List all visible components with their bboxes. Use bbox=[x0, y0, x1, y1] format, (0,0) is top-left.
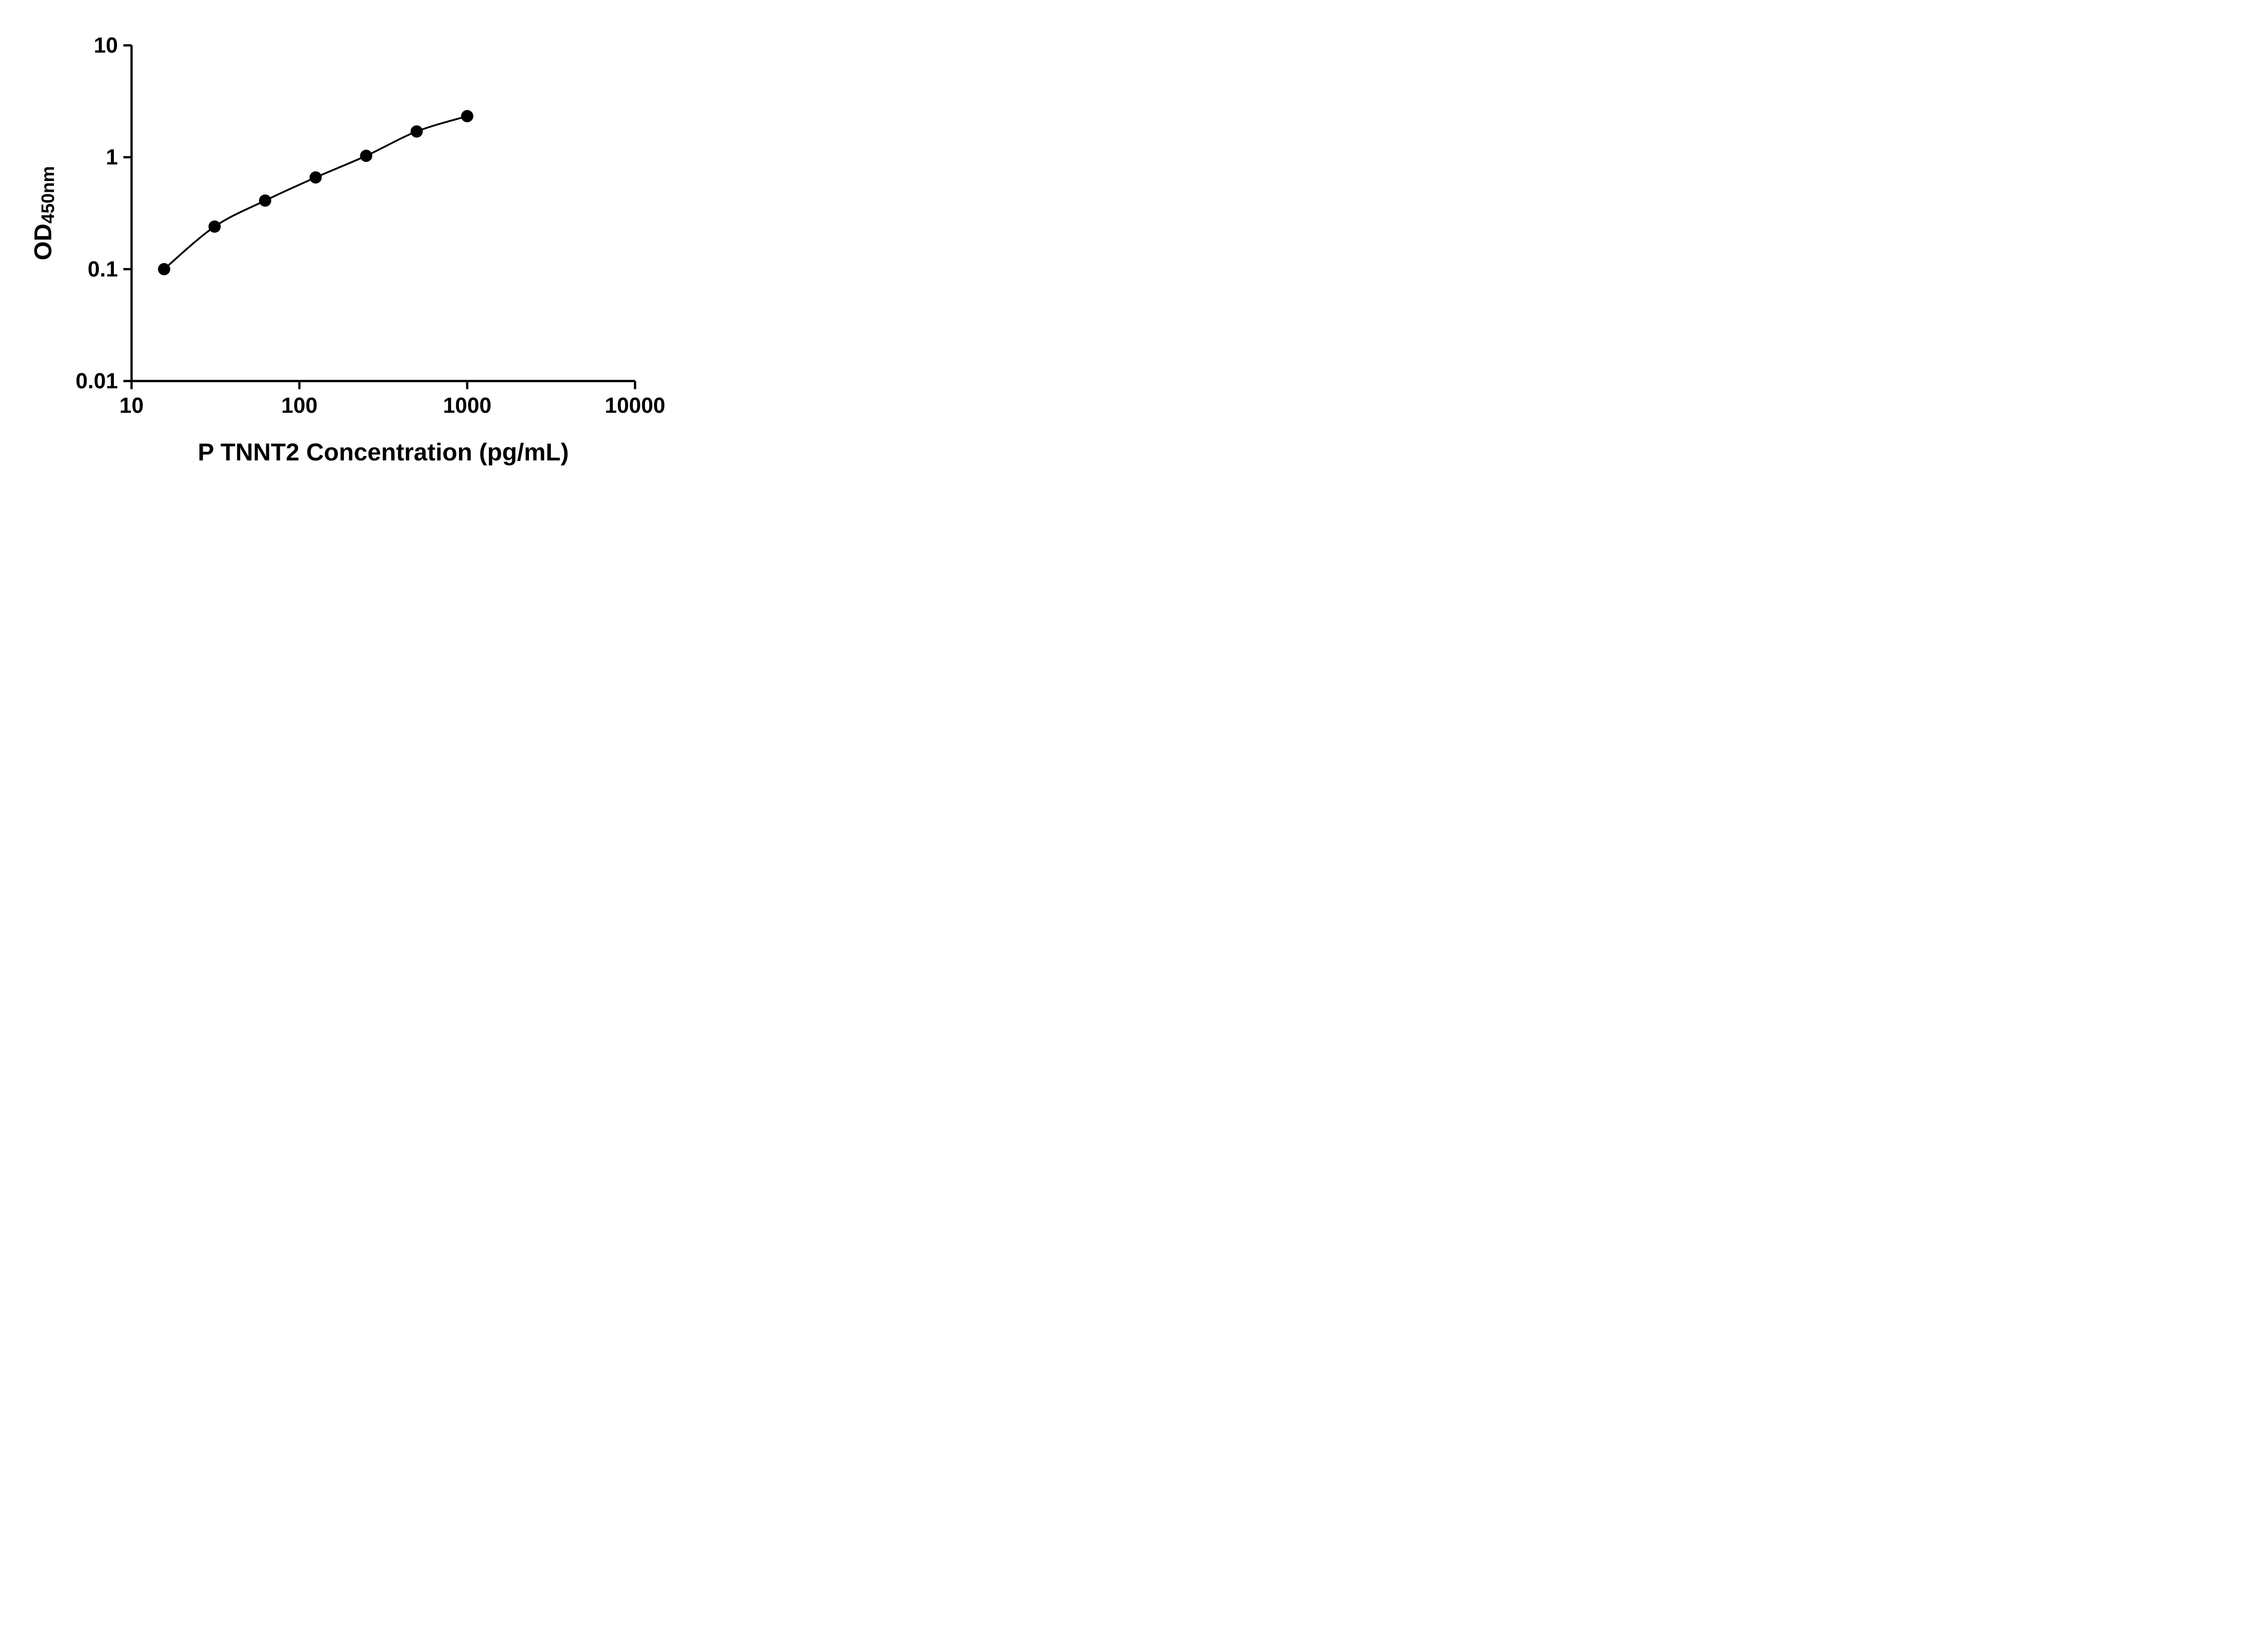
y-tick-label-3: 10 bbox=[94, 34, 118, 58]
x-tick-label-1: 100 bbox=[281, 394, 318, 418]
data-point-4 bbox=[360, 150, 372, 162]
x-tick-label-3: 10000 bbox=[605, 394, 665, 418]
chart-canvas: 10 100 1000 10000 0.01 0.1 1 10 bbox=[76, 34, 665, 418]
data-point-3 bbox=[309, 171, 322, 184]
axes-frame bbox=[130, 45, 635, 382]
fitted-curve bbox=[163, 115, 468, 270]
data-point-1 bbox=[208, 220, 221, 233]
data-point-0 bbox=[158, 263, 171, 275]
data-point-6 bbox=[461, 110, 474, 122]
data-point-2 bbox=[259, 194, 271, 207]
y-axis-title-main: OD bbox=[29, 223, 57, 260]
x-axis-title: P TNNT2 Concentration (pg/mL) bbox=[198, 439, 569, 466]
y-tick-label-0: 0.01 bbox=[76, 369, 118, 393]
y-tick-label-2: 1 bbox=[106, 146, 118, 170]
data-point-5 bbox=[411, 125, 423, 138]
y-axis-title: OD450nm bbox=[29, 166, 58, 260]
elisa-standard-curve-figure: 10 100 1000 10000 0.01 0.1 1 10 P TNNT2 Concent… bbox=[0, 0, 701, 494]
x-tick-label-2: 1000 bbox=[443, 394, 492, 418]
y-tick-label-1: 0.1 bbox=[88, 257, 118, 281]
x-tick-label-0: 10 bbox=[119, 394, 143, 418]
y-axis-title-subscript: 450nm bbox=[38, 166, 58, 224]
